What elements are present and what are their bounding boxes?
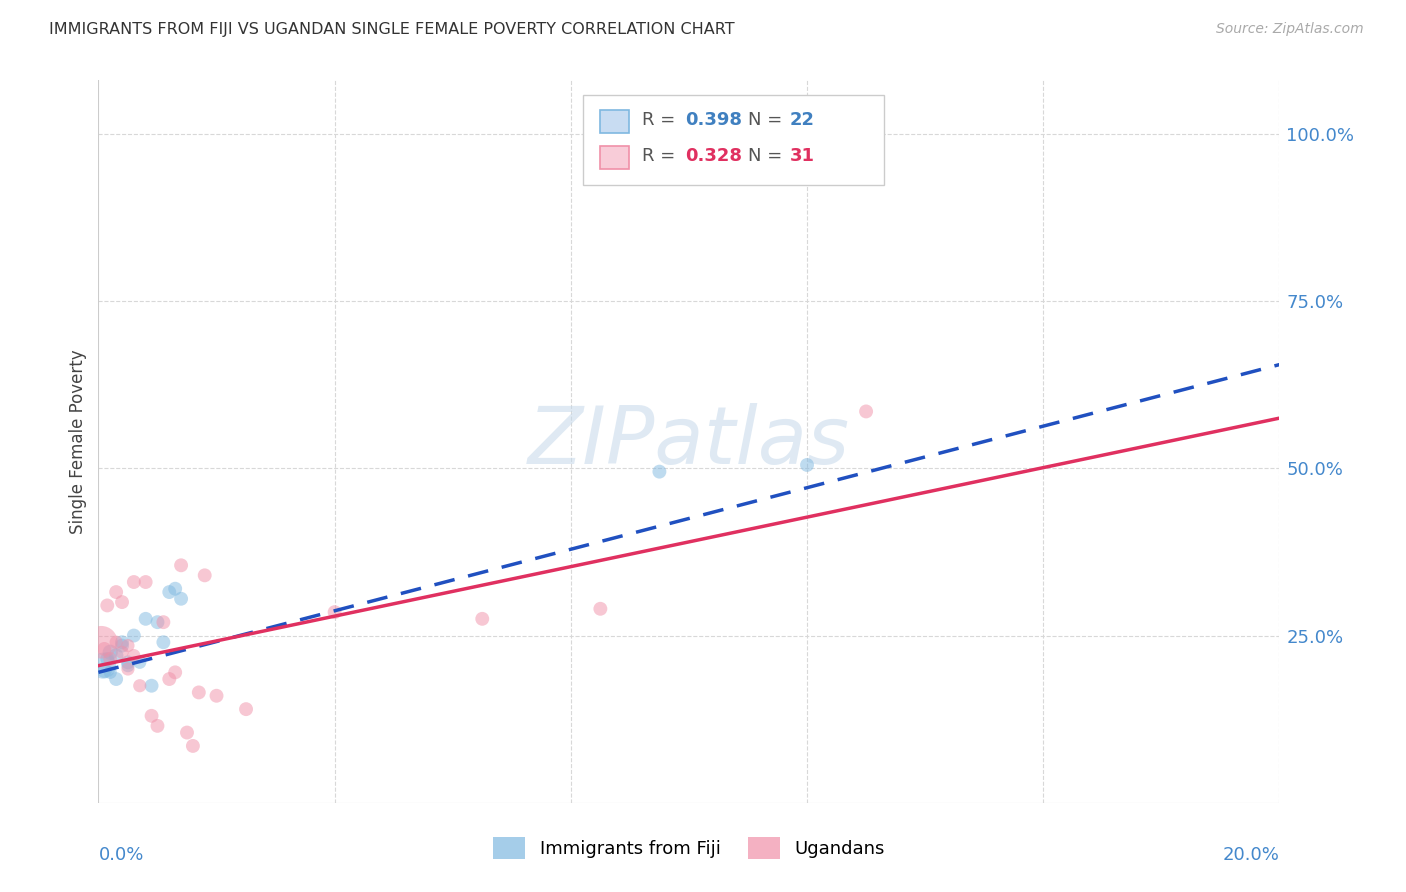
Point xyxy=(141,679,163,693)
Point xyxy=(105,585,128,599)
Text: 0.0%: 0.0% xyxy=(98,847,143,864)
Point xyxy=(105,635,128,649)
Text: Source: ZipAtlas.com: Source: ZipAtlas.com xyxy=(1216,22,1364,37)
Point xyxy=(96,652,118,666)
Text: 0.398: 0.398 xyxy=(685,111,742,129)
Point xyxy=(111,635,134,649)
Point xyxy=(122,648,145,663)
Legend: Immigrants from Fiji, Ugandans: Immigrants from Fiji, Ugandans xyxy=(485,830,893,866)
Point xyxy=(96,599,118,613)
Point xyxy=(117,662,139,676)
Point xyxy=(589,602,612,616)
Point xyxy=(93,642,115,657)
Point xyxy=(165,582,187,596)
Point xyxy=(105,672,128,686)
Point xyxy=(117,639,139,653)
Point xyxy=(135,612,157,626)
Text: 0.328: 0.328 xyxy=(685,147,742,165)
Point xyxy=(122,628,145,642)
Point xyxy=(98,645,121,659)
Text: N =: N = xyxy=(748,147,787,165)
Point xyxy=(135,575,157,590)
Point xyxy=(471,612,494,626)
Point xyxy=(111,639,134,653)
Point xyxy=(170,558,193,573)
Point xyxy=(157,585,180,599)
Point xyxy=(91,658,114,673)
Bar xyxy=(600,110,628,133)
Point xyxy=(170,591,193,606)
Text: ZIPatlas: ZIPatlas xyxy=(527,402,851,481)
Text: 31: 31 xyxy=(789,147,814,165)
Point xyxy=(194,568,217,582)
Point xyxy=(855,404,877,418)
Point xyxy=(117,655,139,669)
Point xyxy=(176,725,198,739)
Point xyxy=(152,635,174,649)
Point xyxy=(152,615,174,630)
Point xyxy=(105,648,128,663)
Point xyxy=(111,595,134,609)
Point xyxy=(117,658,139,673)
Point xyxy=(648,465,671,479)
Y-axis label: Single Female Poverty: Single Female Poverty xyxy=(69,350,87,533)
Text: R =: R = xyxy=(641,111,681,129)
Text: N =: N = xyxy=(748,111,787,129)
Point xyxy=(187,685,209,699)
Point xyxy=(235,702,257,716)
Point xyxy=(90,635,112,649)
Point xyxy=(98,665,121,680)
Point xyxy=(146,719,169,733)
Bar xyxy=(600,146,628,169)
Point xyxy=(93,664,115,678)
Point xyxy=(323,605,346,619)
Point xyxy=(181,739,204,753)
Point xyxy=(128,655,150,669)
Point xyxy=(165,665,187,680)
Point xyxy=(141,708,163,723)
Text: R =: R = xyxy=(641,147,681,165)
Point xyxy=(205,689,228,703)
Text: 20.0%: 20.0% xyxy=(1223,847,1279,864)
Point xyxy=(122,575,145,590)
Text: 22: 22 xyxy=(789,111,814,129)
Point xyxy=(157,672,180,686)
Point xyxy=(128,679,150,693)
Point xyxy=(98,652,121,666)
Point xyxy=(111,645,134,659)
FancyBboxPatch shape xyxy=(582,95,884,185)
Point xyxy=(1386,615,1406,630)
Point xyxy=(796,458,818,472)
Text: IMMIGRANTS FROM FIJI VS UGANDAN SINGLE FEMALE POVERTY CORRELATION CHART: IMMIGRANTS FROM FIJI VS UGANDAN SINGLE F… xyxy=(49,22,735,37)
Point xyxy=(146,615,169,630)
